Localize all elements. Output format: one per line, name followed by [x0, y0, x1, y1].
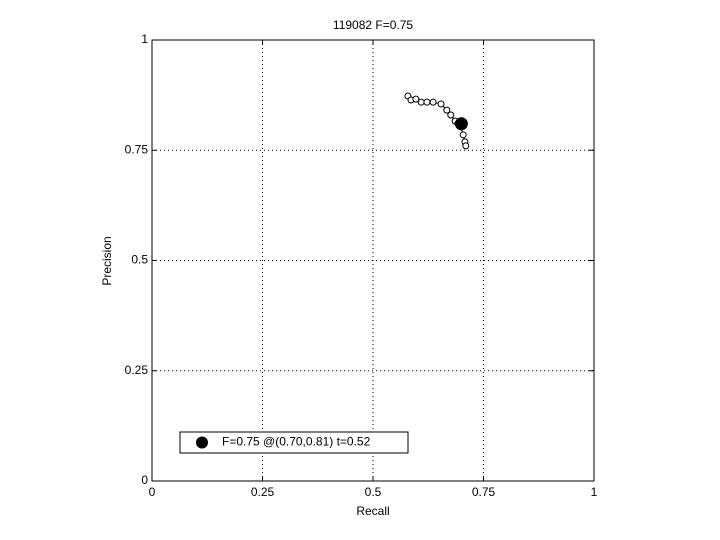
legend-box	[179, 431, 409, 454]
y-tick-label: 0	[141, 473, 148, 487]
x-tick-label: 0.25	[251, 485, 275, 499]
point	[412, 95, 420, 103]
point	[447, 111, 455, 119]
y-tick-label: 0.5	[131, 253, 148, 267]
point	[443, 106, 451, 114]
x-tick-label: 1	[591, 485, 598, 499]
point	[437, 100, 445, 108]
chart-title: 119082 F=0.75	[333, 18, 414, 32]
x-tick-label: 0.75	[472, 485, 496, 499]
point	[462, 142, 470, 150]
point	[459, 131, 467, 139]
best-point	[454, 117, 468, 131]
y-tick-label: 0.75	[125, 142, 149, 156]
legend-label: F=0.75 @(0.70,0.81) t=0.52	[222, 435, 371, 449]
x-axis-label: Recall	[356, 504, 389, 518]
point	[429, 98, 437, 106]
x-tick-label: 0	[149, 485, 156, 499]
plot-frame	[151, 39, 595, 482]
point	[417, 98, 425, 106]
y-tick-label: 1	[141, 32, 148, 46]
y-axis-label: Precision	[100, 236, 114, 285]
x-tick-label: 0.5	[365, 485, 382, 499]
point	[423, 98, 431, 106]
y-tick-label: 0.25	[125, 363, 149, 377]
legend-marker	[196, 436, 208, 449]
